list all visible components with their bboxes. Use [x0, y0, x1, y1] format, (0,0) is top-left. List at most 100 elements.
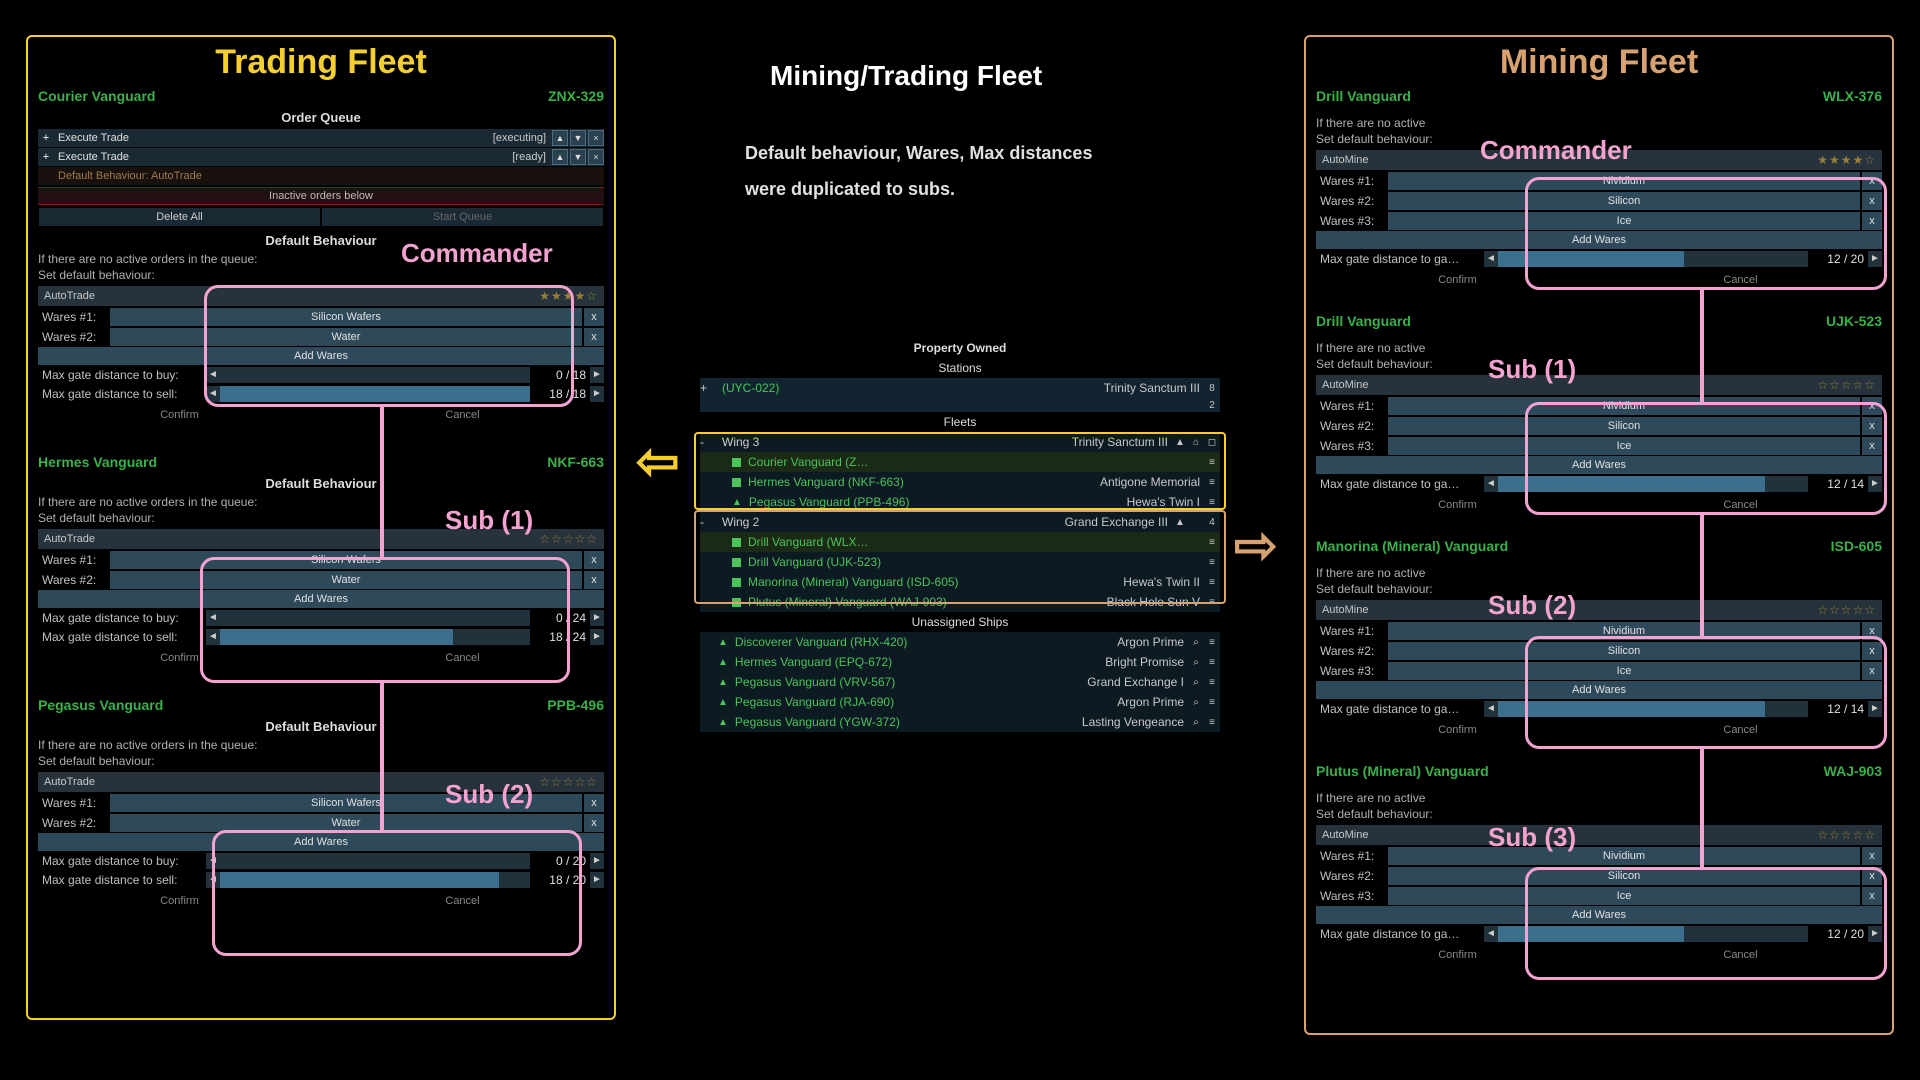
slider-row[interactable]: Max gate distance to ga… ◄ 12 / 20 ► — [1316, 250, 1882, 268]
remove-ware-button[interactable]: x — [584, 571, 604, 589]
slider-incr[interactable]: ► — [1868, 476, 1882, 492]
slider-decr[interactable]: ◄ — [1484, 701, 1498, 717]
confirm-button[interactable]: Confirm — [38, 406, 321, 424]
ware-select[interactable]: Silicon — [1388, 417, 1860, 435]
fleet-ship-row[interactable]: Hermes Vanguard (NKF-663) Antigone Memor… — [700, 472, 1220, 492]
fleet-ship-row[interactable]: ▲ Pegasus Vanguard (PPB-496) Hewa's Twin… — [700, 492, 1220, 512]
slider-incr[interactable]: ► — [590, 367, 604, 383]
slider-decr[interactable]: ◄ — [206, 872, 220, 888]
remove-ware-button[interactable]: x — [1862, 887, 1882, 905]
remove-ware-button[interactable]: x — [584, 308, 604, 326]
remove-ware-button[interactable]: x — [1862, 172, 1882, 190]
ware-select[interactable]: Ice — [1388, 887, 1860, 905]
slider-row[interactable]: Max gate distance to sell: ◄ 18 / 24 ► — [38, 628, 604, 646]
add-wares-button[interactable]: Add Wares — [1316, 681, 1882, 699]
confirm-button[interactable]: Confirm — [38, 649, 321, 667]
slider-incr[interactable]: ► — [590, 853, 604, 869]
unassigned-ship-row[interactable]: ▲ Pegasus Vanguard (RJA-690) Argon Prime… — [700, 692, 1220, 712]
cancel-button[interactable]: Cancel — [321, 406, 604, 424]
remove-ware-button[interactable]: x — [584, 794, 604, 812]
slider-incr[interactable]: ► — [590, 872, 604, 888]
fleet-ship-row[interactable]: Courier Vanguard (Z… ≡ — [700, 452, 1220, 472]
unassigned-ship-row[interactable]: ▲ Pegasus Vanguard (VRV-567) Grand Excha… — [700, 672, 1220, 692]
remove-ware-button[interactable]: x — [1862, 212, 1882, 230]
remove-ware-button[interactable]: x — [1862, 417, 1882, 435]
remove-ware-button[interactable]: x — [1862, 192, 1882, 210]
remove-ware-button[interactable]: x — [1862, 662, 1882, 680]
remove-ware-button[interactable]: x — [584, 551, 604, 569]
ware-select[interactable]: Ice — [1388, 212, 1860, 230]
slider-row[interactable]: Max gate distance to ga… ◄ 12 / 14 ► — [1316, 475, 1882, 493]
add-wares-button[interactable]: Add Wares — [1316, 456, 1882, 474]
slider-row[interactable]: Max gate distance to buy: ◄ 0 / 20 ► — [38, 852, 604, 870]
remove-ware-button[interactable]: x — [1862, 622, 1882, 640]
remove-ware-button[interactable]: x — [1862, 437, 1882, 455]
slider-incr[interactable]: ► — [1868, 251, 1882, 267]
remove-ware-button[interactable]: x — [1862, 847, 1882, 865]
remove-ware-button[interactable]: x — [584, 814, 604, 832]
add-wares-button[interactable]: Add Wares — [1316, 231, 1882, 249]
slider-row[interactable]: Max gate distance to sell: ◄ 18 / 20 ► — [38, 871, 604, 889]
cancel-button[interactable]: Cancel — [321, 649, 604, 667]
slider-decr[interactable]: ◄ — [206, 386, 220, 402]
wing3-row[interactable]: - Wing 3 Trinity Sanctum III ▲⌂◻ — [700, 432, 1220, 452]
slider-decr[interactable]: ◄ — [206, 610, 220, 626]
start-queue-button[interactable]: Start Queue — [322, 208, 603, 226]
slider-incr[interactable]: ► — [590, 629, 604, 645]
slider-decr[interactable]: ◄ — [1484, 926, 1498, 942]
slider-decr[interactable]: ◄ — [206, 367, 220, 383]
add-wares-button[interactable]: Add Wares — [38, 590, 604, 608]
cancel-button[interactable]: Cancel — [1599, 271, 1882, 289]
slider-decr[interactable]: ◄ — [206, 629, 220, 645]
ware-select[interactable]: Nividium — [1388, 622, 1860, 640]
remove-ware-button[interactable]: x — [1862, 867, 1882, 885]
behaviour-select[interactable]: AutoMine☆☆☆☆☆ — [1316, 600, 1882, 620]
cancel-button[interactable]: Cancel — [1599, 946, 1882, 964]
unassigned-ship-row[interactable]: ▲ Hermes Vanguard (EPQ-672) Bright Promi… — [700, 652, 1220, 672]
add-wares-button[interactable]: Add Wares — [38, 347, 604, 365]
slider-incr[interactable]: ► — [1868, 926, 1882, 942]
behaviour-select[interactable]: AutoMine☆☆☆☆☆ — [1316, 375, 1882, 395]
fleet-ship-row[interactable]: Plutus (Mineral) Vanguard (WAJ-903) Blac… — [700, 592, 1220, 612]
slider-decr[interactable]: ◄ — [206, 853, 220, 869]
slider-incr[interactable]: ► — [590, 610, 604, 626]
ware-select[interactable]: Water — [110, 814, 582, 832]
unassigned-ship-row[interactable]: ▲ Pegasus Vanguard (YGW-372) Lasting Ven… — [700, 712, 1220, 732]
slider-decr[interactable]: ◄ — [1484, 251, 1498, 267]
station-row[interactable]: + (UYC-022) Trinity Sanctum III 8 — [700, 378, 1220, 398]
cancel-button[interactable]: Cancel — [1599, 496, 1882, 514]
fleet-ship-row[interactable]: Drill Vanguard (WLX… ≡ — [700, 532, 1220, 552]
confirm-button[interactable]: Confirm — [1316, 721, 1599, 739]
cancel-button[interactable]: Cancel — [1599, 721, 1882, 739]
confirm-button[interactable]: Confirm — [1316, 946, 1599, 964]
remove-ware-button[interactable]: x — [1862, 642, 1882, 660]
slider-incr[interactable]: ► — [590, 386, 604, 402]
slider-row[interactable]: Max gate distance to buy: ◄ 0 / 24 ► — [38, 609, 604, 627]
add-wares-button[interactable]: Add Wares — [1316, 906, 1882, 924]
slider-row[interactable]: Max gate distance to buy: ◄ 0 / 18 ► — [38, 366, 604, 384]
ware-select[interactable]: Nividium — [1388, 172, 1860, 190]
unassigned-ship-row[interactable]: ▲ Discoverer Vanguard (RHX-420) Argon Pr… — [700, 632, 1220, 652]
ware-select[interactable]: Ice — [1388, 662, 1860, 680]
add-wares-button[interactable]: Add Wares — [38, 833, 604, 851]
remove-ware-button[interactable]: x — [1862, 397, 1882, 415]
ware-select[interactable]: Nividium — [1388, 847, 1860, 865]
behaviour-select[interactable]: AutoTrade★★★★☆ — [38, 286, 604, 306]
slider-row[interactable]: Max gate distance to ga… ◄ 12 / 14 ► — [1316, 700, 1882, 718]
behaviour-select[interactable]: AutoMine☆☆☆☆☆ — [1316, 825, 1882, 845]
ware-select[interactable]: Water — [110, 571, 582, 589]
wing2-row[interactable]: - Wing 2 Grand Exchange III ▲4 — [700, 512, 1220, 532]
ware-select[interactable]: Silicon — [1388, 642, 1860, 660]
ware-select[interactable]: Water — [110, 328, 582, 346]
cancel-button[interactable]: Cancel — [321, 892, 604, 910]
slider-row[interactable]: Max gate distance to sell: ◄ 18 / 18 ► — [38, 385, 604, 403]
fleet-ship-row[interactable]: Drill Vanguard (UJK-523) ≡ — [700, 552, 1220, 572]
ware-select[interactable]: Silicon — [1388, 867, 1860, 885]
fleet-ship-row[interactable]: Manorina (Mineral) Vanguard (ISD-605) He… — [700, 572, 1220, 592]
slider-incr[interactable]: ► — [1868, 701, 1882, 717]
ware-select[interactable]: Nividium — [1388, 397, 1860, 415]
delete-all-button[interactable]: Delete All — [39, 208, 320, 226]
slider-decr[interactable]: ◄ — [1484, 476, 1498, 492]
confirm-button[interactable]: Confirm — [1316, 496, 1599, 514]
ware-select[interactable]: Ice — [1388, 437, 1860, 455]
